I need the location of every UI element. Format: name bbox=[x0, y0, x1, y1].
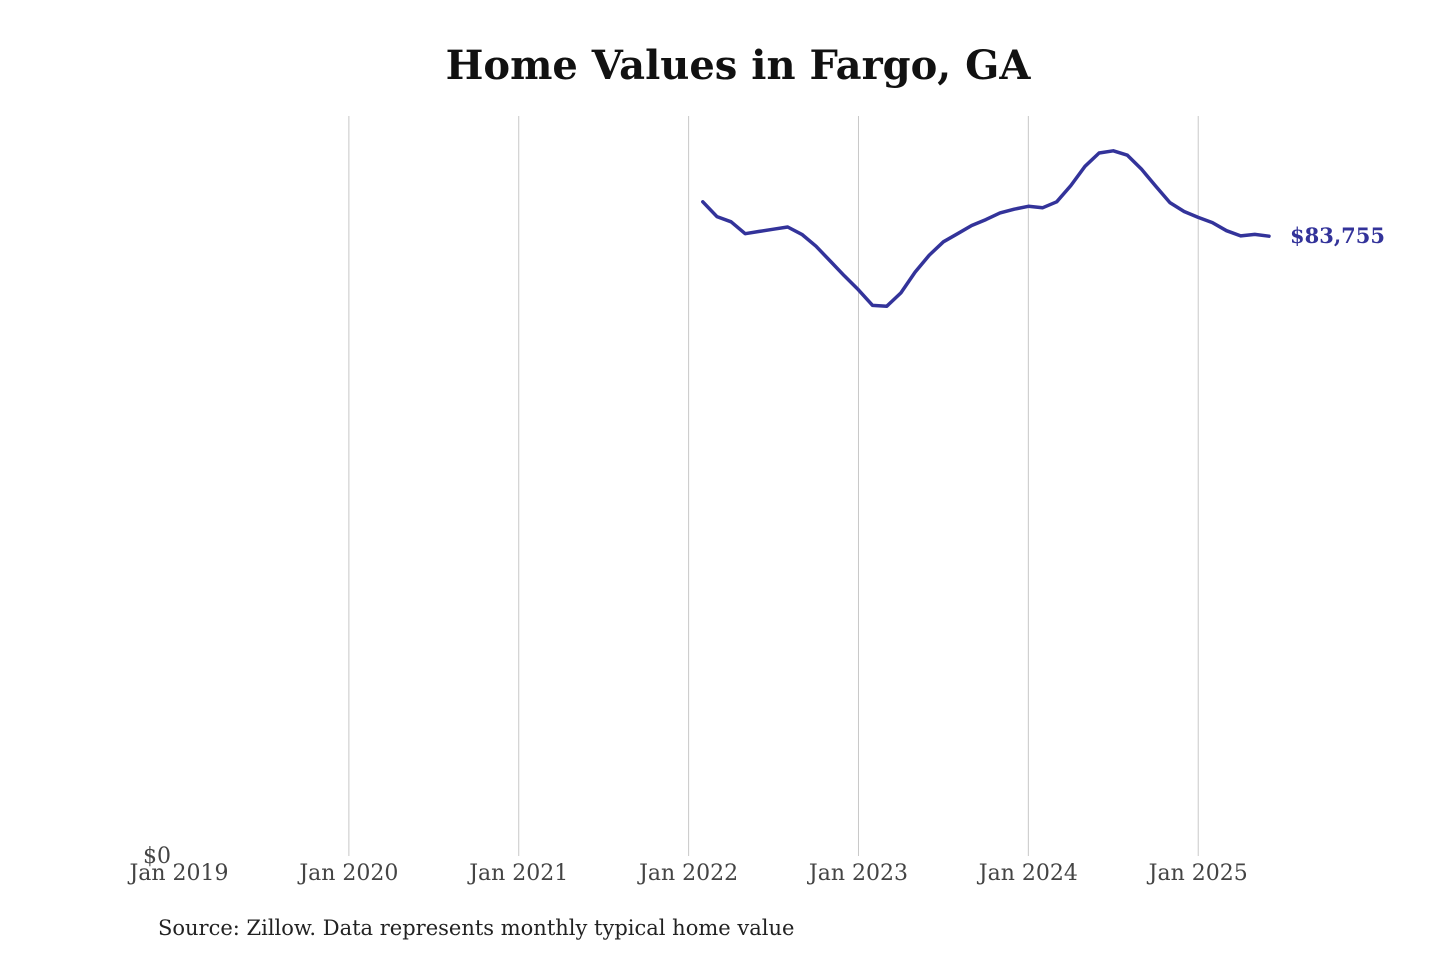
home-value-series-line bbox=[701, 149, 1271, 308]
x-tick-label: Jan 2021 bbox=[467, 861, 568, 886]
source-note: Source: Zillow. Data represents monthly … bbox=[158, 916, 795, 940]
x-tick-label: Jan 2022 bbox=[637, 861, 738, 886]
x-tick-label: Jan 2020 bbox=[297, 861, 398, 886]
chart-title: Home Values in Fargo, GA bbox=[445, 42, 1031, 89]
series-group bbox=[701, 149, 1271, 308]
x-tick-labels: Jan 2019 Jan 2020 Jan 2021 Jan 2022 Jan 2023… bbox=[127, 861, 1247, 886]
x-tick-label: Jan 2023 bbox=[807, 861, 908, 886]
x-tick-label: Jan 2024 bbox=[977, 861, 1078, 886]
y-tick-labels: $0 bbox=[143, 844, 171, 869]
y-tick-label: $0 bbox=[143, 844, 171, 869]
grid-lines bbox=[348, 116, 1199, 856]
x-tick-label: Jan 2019 bbox=[127, 861, 228, 886]
x-tick-label: Jan 2025 bbox=[1147, 861, 1248, 886]
end-value-label: $83,755 bbox=[1290, 223, 1385, 248]
